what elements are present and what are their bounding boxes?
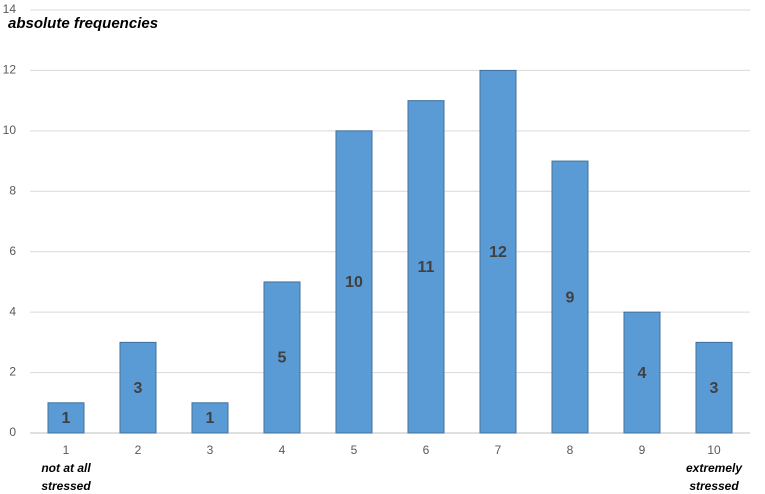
x-end-label: extremely bbox=[686, 461, 743, 475]
bar bbox=[263, 281, 301, 434]
x-tick-label: 2 bbox=[135, 443, 142, 457]
bar bbox=[119, 341, 157, 434]
y-tick-label: 14 bbox=[3, 2, 17, 16]
x-tick-label: 8 bbox=[567, 443, 574, 457]
bar bbox=[47, 402, 85, 434]
x-end-label: stressed bbox=[689, 479, 739, 493]
bar bbox=[695, 341, 733, 434]
data-label: 3 bbox=[134, 380, 143, 397]
data-label: 10 bbox=[345, 274, 363, 291]
data-label: 1 bbox=[62, 410, 71, 427]
x-tick-label: 6 bbox=[423, 443, 430, 457]
y-tick-label: 6 bbox=[9, 244, 16, 258]
y-axis-label: absolute frequencies bbox=[8, 15, 158, 32]
data-label: 5 bbox=[278, 350, 287, 367]
x-tick-label: 3 bbox=[207, 443, 214, 457]
x-tick-label: 1 bbox=[63, 443, 70, 457]
bar bbox=[623, 311, 661, 434]
y-tick-label: 4 bbox=[9, 304, 16, 318]
y-tick-label: 10 bbox=[3, 123, 17, 137]
data-label: 11 bbox=[418, 259, 435, 276]
bar bbox=[551, 160, 589, 434]
data-label: 12 bbox=[489, 244, 507, 261]
data-label: 3 bbox=[710, 380, 719, 397]
data-label: 4 bbox=[638, 365, 647, 382]
bar bbox=[479, 69, 517, 434]
x-tick-label: 9 bbox=[639, 443, 646, 457]
x-end-label: not at all bbox=[41, 461, 91, 475]
bar bbox=[191, 402, 229, 434]
x-end-label: stressed bbox=[41, 479, 91, 493]
y-tick-label: 8 bbox=[9, 183, 16, 197]
y-tick-label: 2 bbox=[9, 365, 16, 379]
y-tick-label: 12 bbox=[3, 63, 17, 77]
x-tick-label: 4 bbox=[279, 443, 286, 457]
y-tick-label: 0 bbox=[9, 425, 16, 439]
x-tick-label: 10 bbox=[707, 443, 721, 457]
bar bbox=[335, 130, 373, 434]
data-label: 1 bbox=[206, 410, 215, 427]
x-tick-label: 7 bbox=[495, 443, 502, 457]
data-label: 9 bbox=[566, 289, 575, 306]
x-tick-label: 5 bbox=[351, 443, 358, 457]
bar bbox=[407, 100, 445, 434]
